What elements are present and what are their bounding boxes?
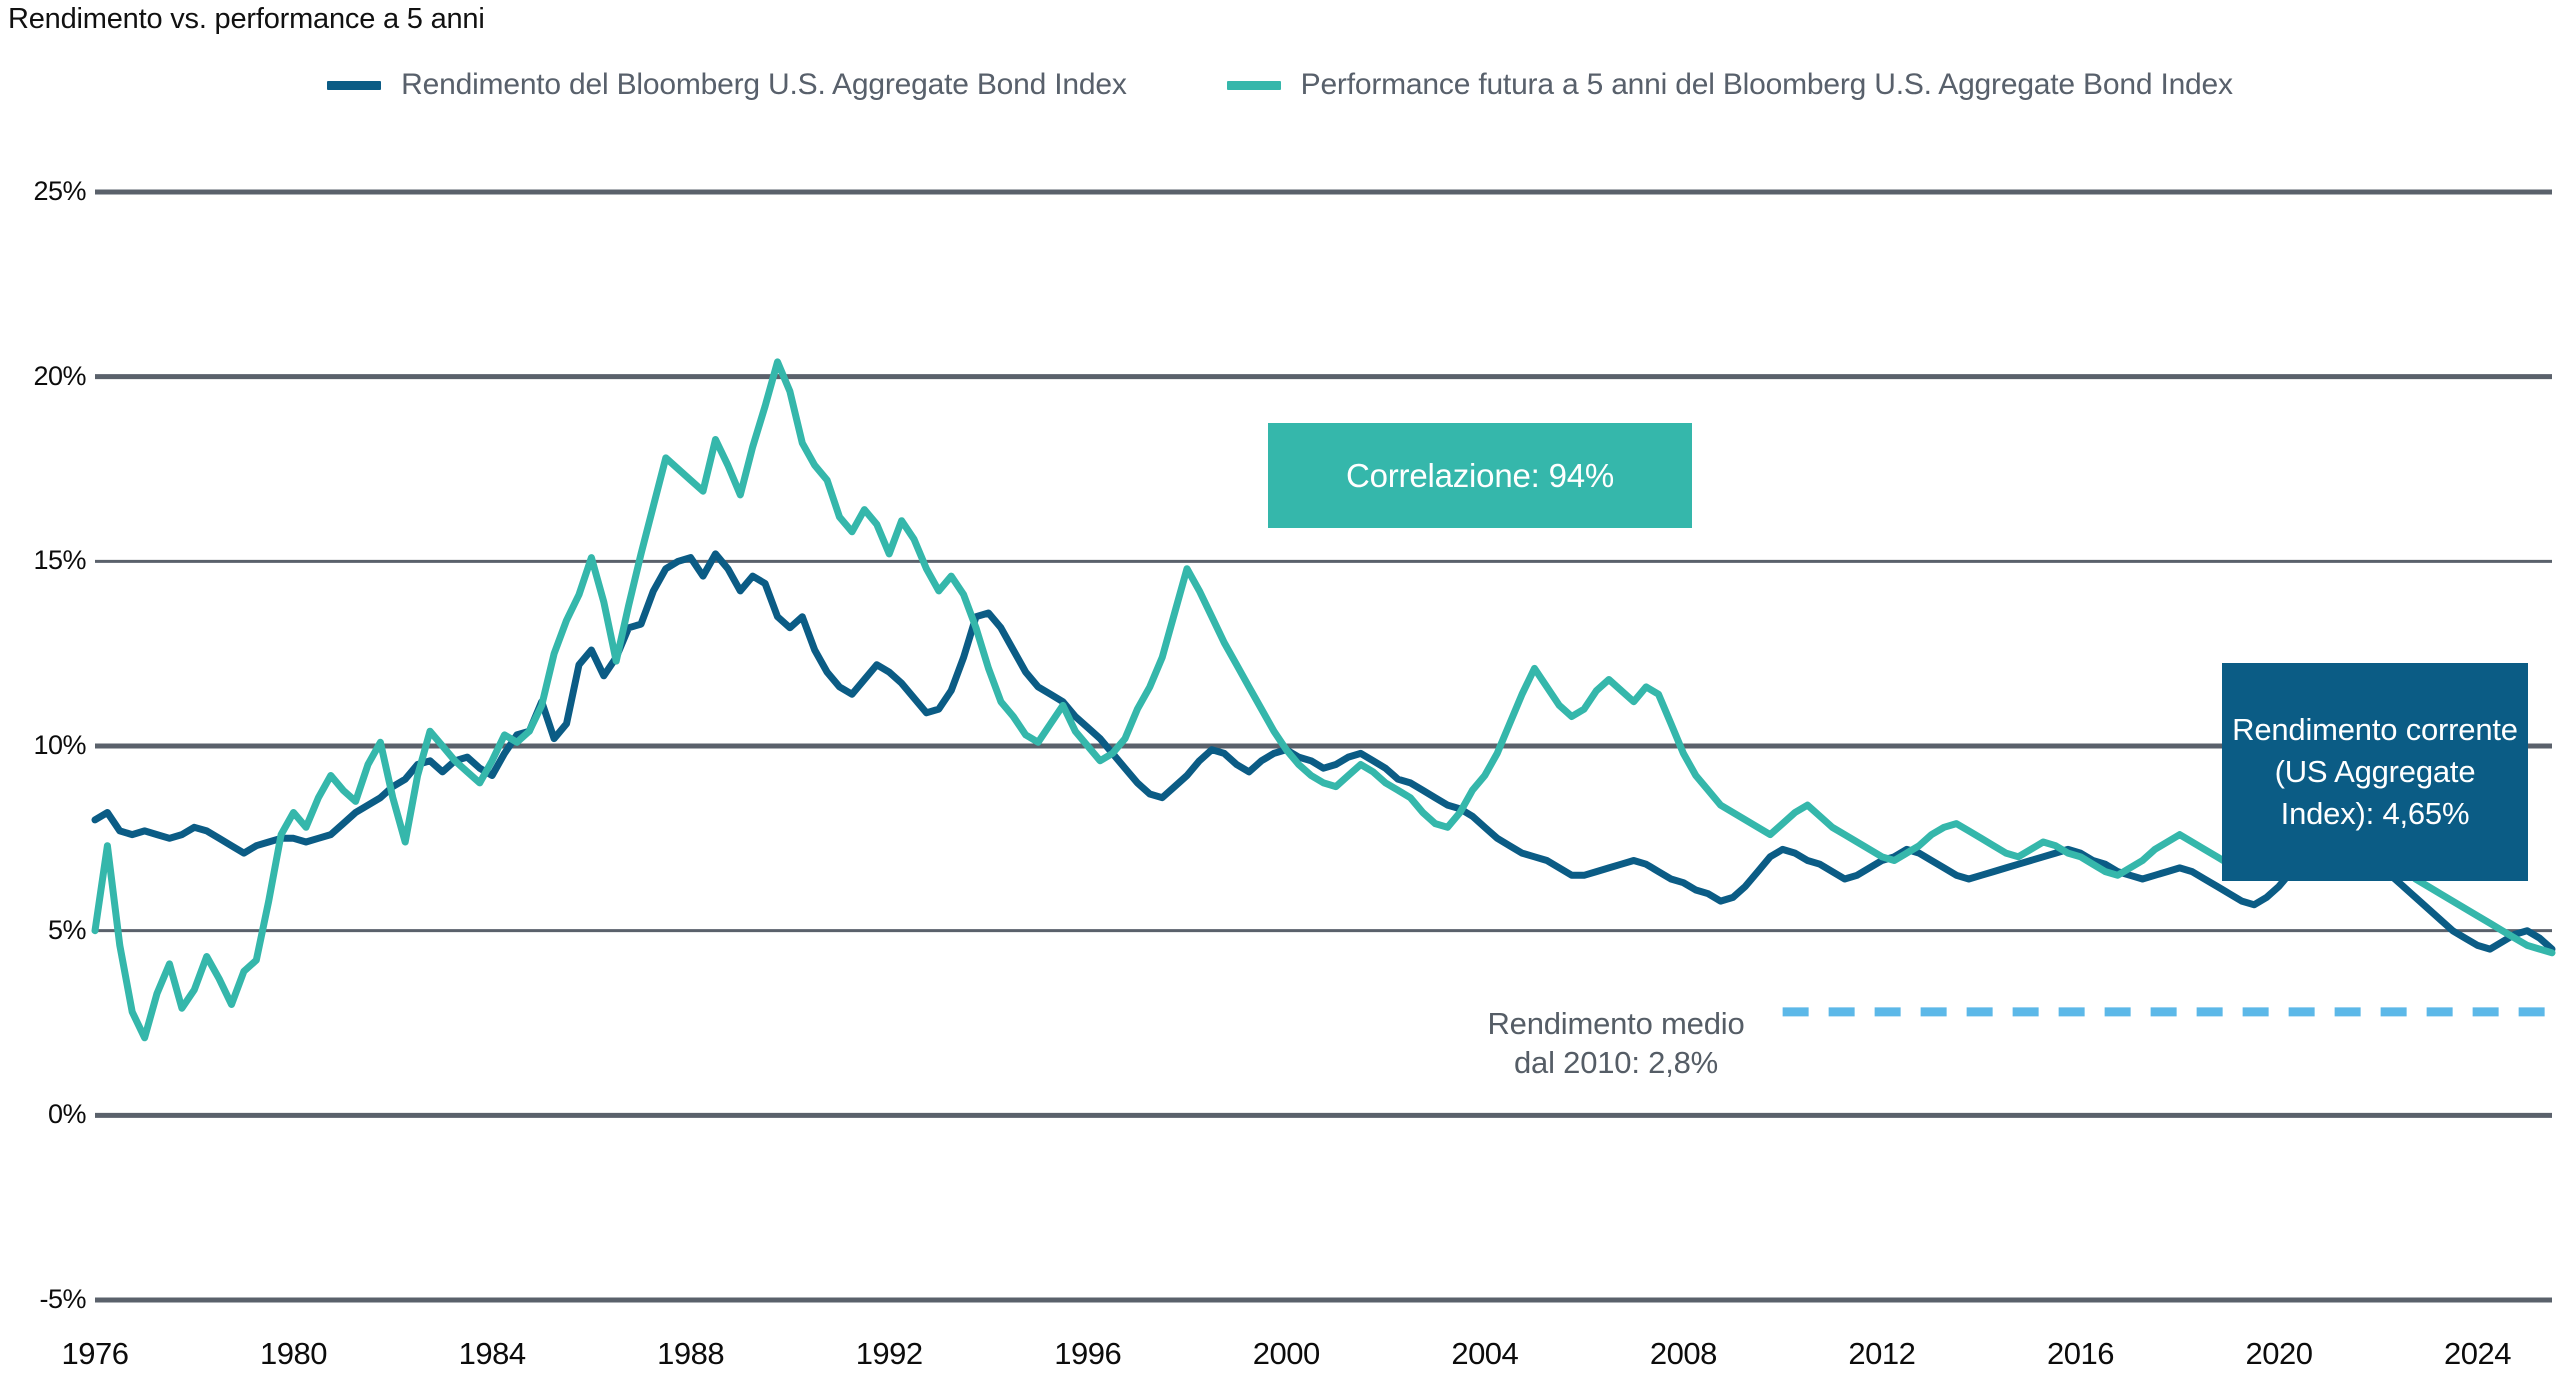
callout-current-yield: Rendimento corrente (US Aggregate Index)…: [2222, 663, 2528, 881]
x-tick-label: 2016: [2046, 1336, 2114, 1371]
y-tick-label: 10%: [33, 730, 86, 760]
callout-correlation: Correlazione: 94%: [1268, 423, 1692, 528]
series-line-forward-performance: [91, 358, 2556, 1042]
x-tick-label: 1988: [657, 1336, 725, 1371]
x-tick-label: 2008: [1649, 1336, 1717, 1371]
x-tick-label: 1992: [855, 1336, 923, 1371]
x-tick-label: 2004: [1451, 1336, 1519, 1371]
x-tick-label: 1984: [458, 1336, 526, 1371]
x-tick-label: 1980: [260, 1336, 328, 1371]
y-tick-label: -5%: [39, 1284, 86, 1314]
series-line-yield: [91, 550, 2556, 953]
x-tick-label: 1976: [61, 1336, 129, 1371]
y-tick-label: 25%: [33, 176, 86, 206]
x-tick-label: 2000: [1252, 1336, 1320, 1371]
chart-title: Rendimento vs. performance a 5 anni: [8, 3, 485, 35]
y-tick-label: 5%: [47, 914, 87, 945]
x-tick-label: 2024: [2444, 1336, 2512, 1371]
y-tick-label: 20%: [33, 360, 86, 391]
y-tick-label: 0%: [47, 1099, 87, 1130]
annotation-average-yield: Rendimento medio dal 2010: 2,8%: [1487, 1006, 1745, 1080]
x-tick-label: 1996: [1054, 1336, 1122, 1371]
y-tick-label: 15%: [33, 545, 86, 576]
x-tick-label: 2020: [2245, 1336, 2313, 1371]
x-tick-label: 2012: [1848, 1336, 1916, 1371]
